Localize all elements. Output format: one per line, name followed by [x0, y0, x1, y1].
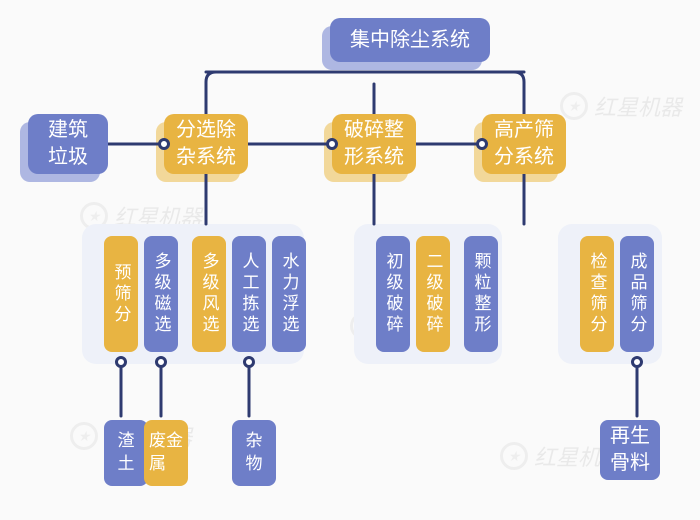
connector-dot — [243, 356, 255, 368]
connector-dot — [631, 356, 643, 368]
input-node: 建筑 垃圾 — [28, 114, 108, 174]
connector-dot — [476, 138, 488, 150]
g3-item-1: 成品筛分 — [620, 236, 654, 352]
system-crushing: 破碎整 形系统 — [332, 114, 416, 174]
connector-dot — [326, 138, 338, 150]
g1-item-4: 水力浮选 — [272, 236, 306, 352]
system-sorting: 分选除 杂系统 — [164, 114, 248, 174]
g2-item-0: 初级破碎 — [376, 236, 410, 352]
g1-output-1: 废金 属 — [144, 420, 188, 486]
system-screening: 高产筛 分系统 — [482, 114, 566, 174]
g3-item-0: 检查筛分 — [580, 236, 614, 352]
g2-item-1: 二级破碎 — [416, 236, 450, 352]
g2-item-2: 颗粒整形 — [464, 236, 498, 352]
g3-output: 再生 骨料 — [600, 420, 660, 480]
g1-item-2: 多级风选 — [192, 236, 226, 352]
g1-output-0: 渣 土 — [104, 420, 148, 486]
connector-dot — [155, 356, 167, 368]
g1-output-2: 杂 物 — [232, 420, 276, 486]
g1-item-1: 多级磁选 — [144, 236, 178, 352]
watermark: ★红星机器 — [560, 90, 682, 122]
g1-item-0: 预筛分 — [104, 236, 138, 352]
top-node: 集中除尘系统 — [330, 18, 490, 62]
g1-item-3: 人工拣选 — [232, 236, 266, 352]
connector-dot — [158, 138, 170, 150]
connector-dot — [115, 356, 127, 368]
